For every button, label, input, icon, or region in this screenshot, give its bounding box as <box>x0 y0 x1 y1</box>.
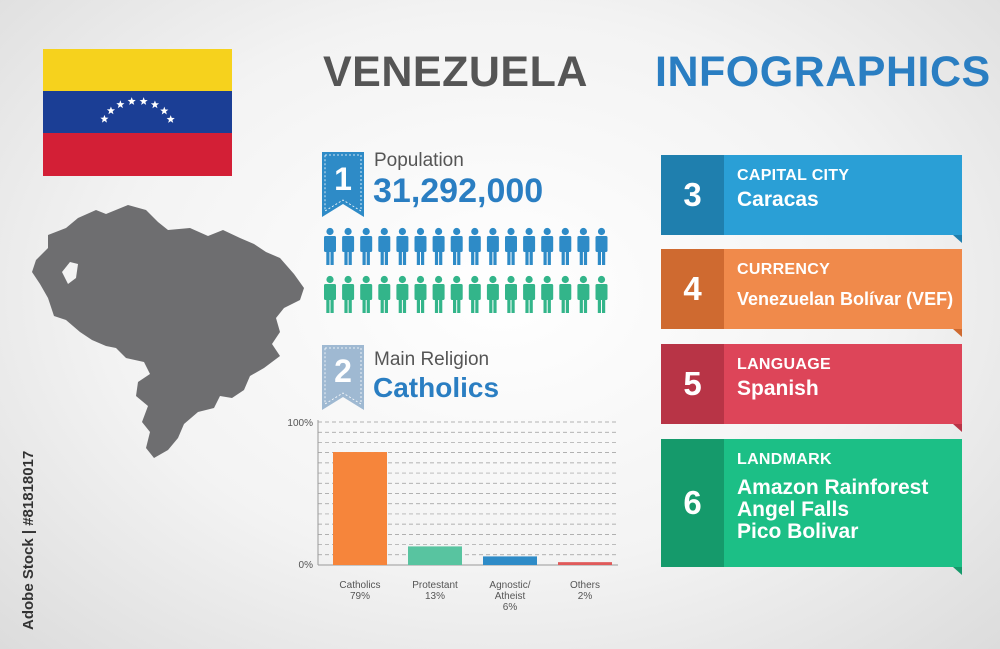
ribbon-2-icon <box>322 345 364 410</box>
category-label: Atheist <box>495 591 526 602</box>
person-icon <box>468 227 481 265</box>
star-icon <box>100 114 109 123</box>
category-label: Catholics <box>339 580 380 591</box>
star-icon <box>106 106 116 115</box>
person-icon <box>432 227 445 265</box>
population-pictogram <box>324 227 608 313</box>
card-fold <box>953 329 962 337</box>
bar-4 <box>558 562 612 565</box>
person-icon <box>324 227 336 265</box>
value-label: 79% <box>350 591 370 602</box>
person-icon <box>486 275 499 313</box>
person-icon <box>450 275 463 313</box>
card-heading: LANGUAGE <box>737 356 831 373</box>
card-number: 6 <box>661 439 724 567</box>
page-title: VENEZUELA <box>323 48 588 96</box>
person-icon <box>396 227 409 265</box>
person-icon <box>342 275 355 313</box>
fact-card-3: 3 CAPITAL CITY Caracas <box>661 155 962 243</box>
person-icon <box>595 275 608 313</box>
card-number: 5 <box>661 344 724 424</box>
card-body: LANGUAGE Spanish <box>724 344 962 424</box>
person-icon <box>559 227 572 265</box>
card-value: Caracas <box>737 188 819 211</box>
person-icon <box>378 227 391 265</box>
bar-3 <box>483 556 537 565</box>
person-icon <box>378 275 391 313</box>
star-icon <box>127 97 136 105</box>
card-body: LANDMARK Amazon Rainforest Angel Falls Pico… <box>724 439 962 567</box>
card-fold <box>953 235 962 243</box>
population-label: Population <box>374 150 464 171</box>
fact-card-4: 4 CURRENCY Venezuelan Bolívar (VEF) <box>661 249 962 337</box>
bar-2 <box>408 546 462 565</box>
y-tick-label: 0% <box>299 560 314 571</box>
fact-card-6: 6 LANDMARK Amazon Rainforest Angel Falls Pic… <box>661 439 962 575</box>
card-value: Venezuelan Bolívar (VEF) <box>737 289 954 309</box>
card-heading: LANDMARK <box>737 451 832 468</box>
religion-label: Main Religion <box>374 349 490 370</box>
person-icon <box>360 227 373 265</box>
person-icon <box>414 275 427 313</box>
fact-card-5: 5 LANGUAGE Spanish <box>661 344 962 432</box>
venezuela-map-icon <box>32 205 304 458</box>
star-icon <box>160 106 169 115</box>
card-body: CURRENCY Venezuelan Bolívar (VEF) <box>724 249 962 329</box>
star-icon <box>166 115 175 123</box>
value-label: 13% <box>425 591 445 602</box>
watermark: Adobe Stock | #81818017 <box>20 450 37 630</box>
card-number: 3 <box>661 155 724 235</box>
person-icon <box>505 227 517 265</box>
star-icon <box>139 97 148 105</box>
person-icon <box>577 275 590 313</box>
card-fold <box>953 424 962 432</box>
category-label: Agnostic/ <box>489 580 530 591</box>
card-value: Pico Bolivar <box>737 520 859 543</box>
person-icon <box>396 275 409 313</box>
bar-1 <box>333 452 387 565</box>
star-icon <box>116 100 125 109</box>
person-icon <box>486 227 499 265</box>
person-icon <box>360 275 373 313</box>
card-heading: CURRENCY <box>737 261 831 278</box>
card-heading: CAPITAL CITY <box>737 167 850 184</box>
person-icon <box>324 275 336 313</box>
religion-number: 2 <box>334 353 352 389</box>
flag-stars-icon <box>100 97 175 123</box>
card-value: Amazon Rainforest <box>737 476 929 499</box>
person-icon <box>523 227 536 265</box>
population-value: 31,292,000 <box>373 172 544 210</box>
person-icon <box>432 275 445 313</box>
person-icon <box>505 275 517 313</box>
star-icon <box>150 100 160 109</box>
value-label: 2% <box>578 591 593 602</box>
card-fold <box>953 567 962 575</box>
religion-value: Catholics <box>373 372 500 403</box>
person-icon <box>342 227 355 265</box>
person-icon <box>450 227 463 265</box>
card-body: CAPITAL CITY Caracas <box>724 155 962 235</box>
person-icon <box>541 227 554 265</box>
card-value: Angel Falls <box>737 498 850 521</box>
venezuela-flag <box>43 49 232 176</box>
value-label: 6% <box>503 602 518 613</box>
category-label: Others <box>570 580 600 591</box>
person-icon <box>414 227 427 265</box>
card-value: Spanish <box>737 377 819 400</box>
person-icon <box>559 275 572 313</box>
page-subtitle: INFOGRAPHICS <box>655 48 991 96</box>
card-number: 4 <box>661 249 724 329</box>
y-tick-label: 100% <box>287 418 313 429</box>
population-number: 1 <box>334 161 352 197</box>
person-icon <box>523 275 536 313</box>
person-icon <box>468 275 481 313</box>
person-icon <box>595 227 608 265</box>
ribbon-1-icon <box>322 152 364 217</box>
category-label: Protestant <box>412 580 458 591</box>
person-icon <box>541 275 554 313</box>
person-icon <box>577 227 590 265</box>
